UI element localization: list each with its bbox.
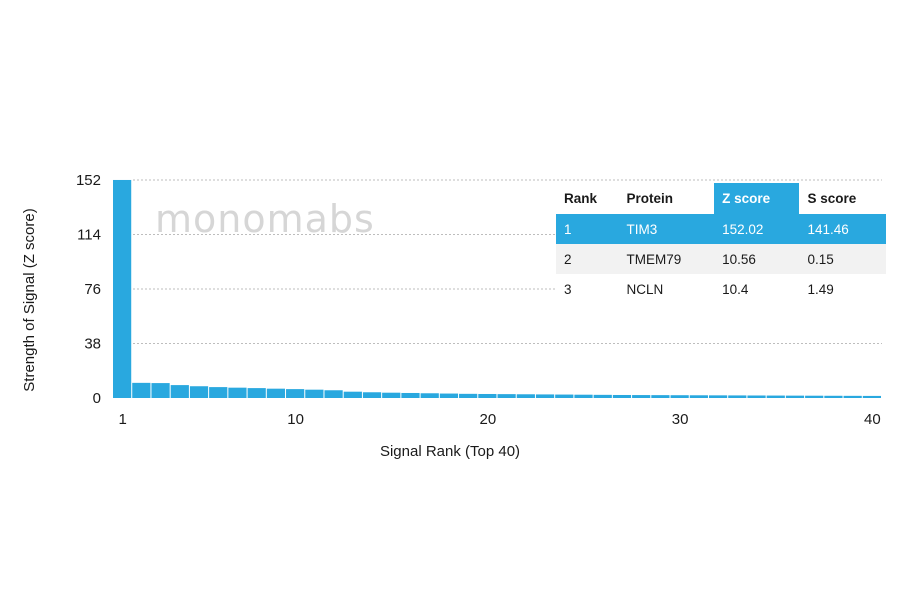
x-tick-label: 20: [480, 411, 497, 428]
score-table: Rank Protein Z score S score 1 TIM3 152.…: [556, 183, 886, 304]
header-z-score: Z score: [714, 183, 800, 214]
bar-rank-11: [305, 389, 324, 398]
header-protein: Protein: [626, 191, 673, 206]
bar-rank-6: [209, 387, 228, 398]
bar-rank-10: [286, 389, 305, 398]
bar-rank-13: [343, 391, 362, 398]
bar-rank-19: [459, 393, 478, 398]
watermark-logo: monomabs: [155, 197, 375, 241]
bar-rank-16: [401, 392, 420, 398]
bar-rank-38: [824, 395, 843, 398]
bar-rank-36: [785, 395, 805, 398]
bar-rank-4: [170, 385, 189, 398]
y-axis-ticks: 0 38 76 114 152: [76, 172, 101, 407]
bar-rank-15: [382, 392, 401, 398]
table-row: 3 NCLN 10.4 1.49: [556, 274, 886, 304]
y-axis-title: Strength of Signal (Z score): [21, 208, 38, 391]
x-axis-ticks: 1 10 20 30 40: [118, 411, 880, 428]
cell-s-score: 1.49: [807, 281, 834, 297]
table-header-row: Rank Protein Z score S score: [556, 183, 886, 214]
bar-rank-30: [670, 395, 689, 398]
x-tick-label: 30: [672, 411, 689, 428]
cell-rank: 3: [564, 281, 572, 297]
bar-rank-24: [555, 394, 574, 398]
header-s-score: S score: [807, 191, 857, 206]
cell-protein: TIM3: [618, 214, 715, 244]
bar-rank-18: [439, 393, 459, 398]
y-tick-label: 38: [84, 336, 101, 353]
bar-rank-23: [535, 394, 555, 398]
bar-rank-27: [612, 394, 632, 398]
y-tick-label: 76: [84, 281, 101, 298]
bar-rank-17: [420, 393, 439, 398]
bar-rank-29: [651, 395, 670, 398]
cell-z-score: 10.56: [714, 244, 800, 274]
y-tick-label: 152: [76, 172, 101, 189]
bar-rank-20: [478, 393, 497, 398]
bar-rank-34: [747, 395, 766, 398]
bar-rank-28: [632, 395, 651, 398]
bar-rank-5: [189, 386, 209, 398]
bar-rank-37: [805, 395, 824, 398]
bar-rank-1: [113, 179, 132, 398]
cell-protein: TMEM79: [618, 244, 715, 274]
header-rank: Rank: [564, 191, 598, 206]
bar-rank-35: [766, 395, 785, 398]
table-row: 1 TIM3 152.02 141.46: [556, 214, 886, 244]
bar-rank-7: [228, 387, 247, 398]
bar-rank-39: [843, 395, 862, 398]
bar-rank-8: [247, 388, 266, 398]
x-axis-title: Signal Rank (Top 40): [380, 443, 520, 460]
x-tick-label: 1: [118, 411, 126, 428]
bar-rank-33: [728, 395, 747, 398]
cell-rank: 1: [556, 214, 619, 244]
bar-rank-25: [574, 394, 593, 398]
bar-rank-21: [497, 394, 516, 398]
x-tick-label: 40: [864, 411, 881, 428]
bar-rank-26: [593, 394, 612, 398]
bar-rank-22: [516, 394, 535, 398]
cell-rank: 2: [556, 244, 619, 274]
bar-rank-32: [708, 395, 728, 398]
y-tick-label: 0: [93, 390, 101, 407]
cell-z-score: 152.02: [714, 214, 800, 244]
bar-rank-12: [324, 390, 343, 398]
bar-rank-2: [132, 382, 151, 398]
bar-rank-9: [266, 388, 286, 398]
bar-rank-3: [151, 383, 170, 398]
bar-rank-31: [689, 395, 708, 398]
bar-rank-14: [362, 392, 382, 398]
cell-s-score: 141.46: [799, 214, 886, 244]
y-tick-label: 114: [77, 227, 101, 244]
bar-series: [113, 179, 881, 398]
cell-z-score: 10.4: [722, 281, 749, 297]
cell-s-score: 0.15: [799, 244, 886, 274]
bar-rank-40: [862, 395, 881, 398]
table-row: 2 TMEM79 10.56 0.15: [556, 244, 886, 274]
cell-protein: NCLN: [626, 281, 664, 297]
x-tick-label: 10: [287, 411, 304, 428]
